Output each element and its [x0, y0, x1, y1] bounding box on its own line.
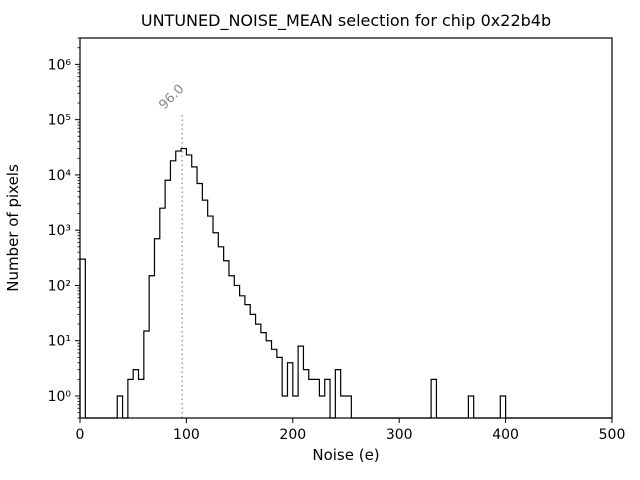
y-tick-label: 10⁶: [48, 57, 72, 73]
chart-title: UNTUNED_NOISE_MEAN selection for chip 0x…: [141, 11, 551, 31]
x-axis-label: Noise (e): [312, 446, 379, 464]
selection-vline-label: 96.0: [156, 82, 187, 113]
x-tick-label: 0: [76, 427, 85, 443]
plot-area: 10⁰ 10¹ 10² 10³ 10⁴ 10⁵ 10⁶ 0 100 200 300 400 500 96.…: [48, 37, 626, 443]
y-tick-label: 10⁰: [48, 389, 72, 405]
x-tick-label: 100: [173, 427, 200, 443]
y-tick-label: 10²: [48, 278, 71, 294]
y-tick-label: 10⁵: [48, 113, 71, 129]
y-tick-label: 10¹: [48, 334, 71, 350]
x-tick-label: 400: [492, 427, 519, 443]
x-tick-label: 200: [279, 427, 306, 443]
y-tick-label: 10³: [48, 223, 71, 239]
x-tick-label: 500: [599, 427, 626, 443]
y-tick-label: 10⁴: [48, 168, 72, 184]
x-tick-label: 300: [386, 427, 413, 443]
axes-spines: [79, 37, 613, 419]
histogram-step-line: [79, 147, 612, 419]
y-axis-label: Number of pixels: [4, 164, 22, 292]
